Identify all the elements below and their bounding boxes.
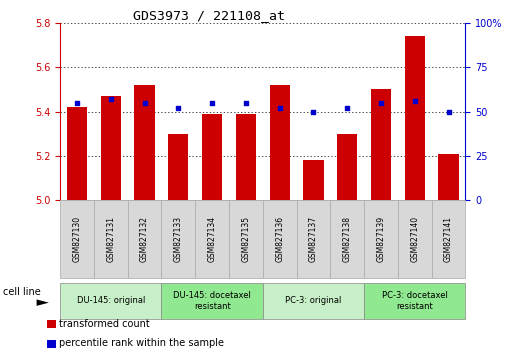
Bar <box>236 114 256 200</box>
Text: DU-145: original: DU-145: original <box>77 296 145 306</box>
Point <box>107 96 115 102</box>
Point <box>73 100 81 105</box>
Bar <box>438 154 459 200</box>
Point <box>242 100 250 105</box>
Text: GSM827131: GSM827131 <box>106 216 115 262</box>
Text: cell line: cell line <box>3 287 40 297</box>
Text: PC-3: docetaxel
resistant: PC-3: docetaxel resistant <box>382 291 448 310</box>
Bar <box>168 134 188 200</box>
Text: GSM827130: GSM827130 <box>73 216 82 262</box>
Text: GSM827135: GSM827135 <box>242 216 251 262</box>
Bar <box>405 36 425 200</box>
Point <box>276 105 284 111</box>
Point <box>174 105 183 111</box>
Text: GSM827133: GSM827133 <box>174 216 183 262</box>
Bar <box>202 114 222 200</box>
Text: GSM827134: GSM827134 <box>208 216 217 262</box>
Point <box>343 105 351 111</box>
Point <box>377 100 385 105</box>
Point <box>208 100 217 105</box>
Text: percentile rank within the sample: percentile rank within the sample <box>59 338 223 348</box>
Point <box>309 109 317 114</box>
Text: GDS3973 / 221108_at: GDS3973 / 221108_at <box>133 9 285 22</box>
Bar <box>134 85 155 200</box>
Text: GSM827140: GSM827140 <box>411 216 419 262</box>
Text: GSM827132: GSM827132 <box>140 216 149 262</box>
Bar <box>371 89 391 200</box>
Text: GSM827139: GSM827139 <box>377 216 385 262</box>
Bar <box>269 85 290 200</box>
Text: GSM827137: GSM827137 <box>309 216 318 262</box>
Text: GSM827136: GSM827136 <box>275 216 284 262</box>
Bar <box>337 134 357 200</box>
Point <box>411 98 419 104</box>
Text: PC-3: original: PC-3: original <box>285 296 342 306</box>
Bar <box>303 160 324 200</box>
Bar <box>100 96 121 200</box>
Text: transformed count: transformed count <box>59 319 150 329</box>
Text: DU-145: docetaxel
resistant: DU-145: docetaxel resistant <box>173 291 251 310</box>
Point <box>140 100 149 105</box>
Point <box>445 109 453 114</box>
Text: GSM827138: GSM827138 <box>343 216 352 262</box>
Bar <box>67 107 87 200</box>
Polygon shape <box>37 299 49 306</box>
Text: GSM827141: GSM827141 <box>444 216 453 262</box>
